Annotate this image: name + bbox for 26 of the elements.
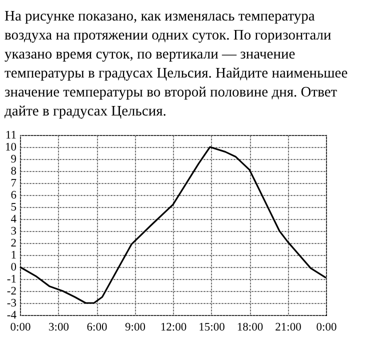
- y-tick-label: 10: [5, 142, 17, 154]
- y-tick-label: 4: [10, 214, 17, 226]
- x-tick-label: 6:00: [86, 322, 108, 334]
- y-tick-label: 0: [10, 262, 17, 274]
- y-tick-label: -4: [6, 310, 17, 322]
- y-tick-label: 9: [10, 154, 17, 166]
- x-tick-label: 9:00: [125, 322, 146, 334]
- y-tick-label: 8: [10, 166, 17, 178]
- x-tick-label: 21:00: [275, 322, 302, 334]
- x-tick-label: 12:00: [160, 322, 187, 334]
- y-tick-label: -2: [6, 286, 17, 298]
- x-tick-label: 15:00: [198, 322, 226, 334]
- y-tick-label: 6: [10, 190, 17, 202]
- y-tick-label: 1: [10, 250, 17, 262]
- x-tick-label: 18:00: [236, 322, 264, 334]
- x-tick-label: 0:00: [10, 322, 31, 334]
- x-tick-label: 3:00: [48, 322, 70, 334]
- y-tick-label: 5: [10, 202, 17, 214]
- chart-title: На рисунке показано, как изменялась температура воздуха на протяжении одних суток. По горизонтали указано время суток, по вертикали — значение температуры в градусах Цельсия. Найдите наименьшее значение температуры во второй половине дня. Ответ дайте в градусах Цельсия.: [4, 8, 348, 120]
- y-tick-label: 2: [10, 238, 17, 250]
- y-tick-label: -3: [6, 298, 17, 310]
- y-tick-label: -1: [6, 274, 17, 286]
- y-tick-label: 3: [10, 226, 17, 238]
- x-tick-label: 0:00: [316, 322, 337, 334]
- y-tick-label: 11: [5, 130, 17, 142]
- y-tick-label: 7: [10, 178, 17, 190]
